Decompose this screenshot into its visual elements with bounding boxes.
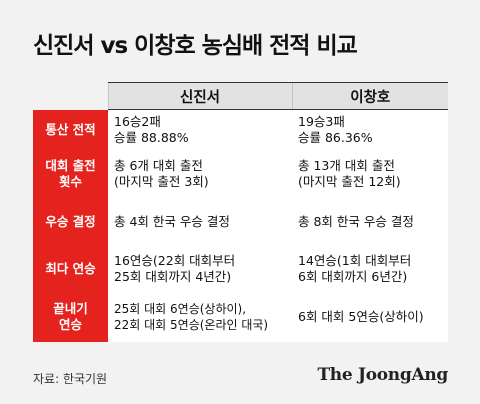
cell-shin: 총 4회 한국 우승 결정 xyxy=(108,198,292,245)
table-header-row: 신진서 이창호 xyxy=(33,82,448,110)
header-blank xyxy=(33,82,108,110)
cell-lee: 14연승(1회 대회부터 6회 대회까지 6년간) xyxy=(292,244,448,293)
cell-line: (마지막 출전 3회) xyxy=(114,174,209,189)
table-row: 끝내기 연승 25회 대회 6연승(상하이), 22회 대회 5연승(온라인 대… xyxy=(33,292,448,342)
cell-line: 승률 88.88% xyxy=(114,129,189,145)
cell-line: 총 13개 대회 출전 xyxy=(298,158,395,173)
table-row: 통산 전적 16승2패 승률 88.88% 19승3패 승률 86.36% xyxy=(33,109,448,150)
header-lee: 이창호 xyxy=(291,82,448,110)
cell-line: 25회 대회까지 4년간) xyxy=(114,268,232,284)
row-label: 끝내기 연승 xyxy=(33,292,108,342)
cell-line: (마지막 출전 12회) xyxy=(298,174,401,189)
table-row: 대회 출전 횟수 총 6개 대회 출전 (마지막 출전 3회) 총 13개 대회… xyxy=(33,149,448,199)
cell-lee: 6회 대회 5연승(상하이) xyxy=(292,292,448,342)
cell-line: 25회 대회 6연승(상하이), xyxy=(114,302,247,316)
cell-lee: 19승3패 승률 86.36% xyxy=(292,109,448,150)
cell-line: 22회 대회 5연승(온라인 대국) xyxy=(114,318,269,332)
cell-line: 승률 86.36% xyxy=(298,129,373,145)
row-label: 최다 연승 xyxy=(33,244,108,293)
row-label-line: 연승 xyxy=(58,317,82,332)
cell-line: 14연승(1회 대회부터 xyxy=(298,252,412,268)
cell-line: 총 4회 한국 우승 결정 xyxy=(114,213,230,229)
row-label-line: 끝내기 xyxy=(53,301,88,316)
cell-shin: 총 6개 대회 출전 (마지막 출전 3회) xyxy=(108,149,292,199)
publisher-logo: The JoongAng xyxy=(317,365,448,385)
cell-lee: 총 8회 한국 우승 결정 xyxy=(292,198,448,245)
row-label: 통산 전적 xyxy=(33,109,108,150)
cell-shin: 25회 대회 6연승(상하이), 22회 대회 5연승(온라인 대국) xyxy=(108,292,292,342)
cell-line: 6회 대회 5연승(상하이) xyxy=(298,309,424,324)
cell-shin: 16연승(22회 대회부터 25회 대회까지 4년간) xyxy=(108,244,292,293)
cell-line: 6회 대회까지 6년간) xyxy=(298,268,408,284)
row-label: 우승 결정 xyxy=(33,198,108,245)
cell-line: 19승3패 xyxy=(298,113,345,129)
cell-line: 16연승(22회 대회부터 xyxy=(114,252,236,268)
cell-line: 16승2패 xyxy=(114,113,161,129)
table-row: 우승 결정 총 4회 한국 우승 결정 총 8회 한국 우승 결정 xyxy=(33,198,448,245)
table-row: 최다 연승 16연승(22회 대회부터 25회 대회까지 4년간) 14연승(1… xyxy=(33,244,448,293)
cell-shin: 16승2패 승률 88.88% xyxy=(108,109,292,150)
row-label-line: 횟수 xyxy=(58,174,82,189)
cell-line: 총 8회 한국 우승 결정 xyxy=(298,213,414,229)
cell-line: 총 6개 대회 출전 xyxy=(114,158,203,173)
cell-lee: 총 13개 대회 출전 (마지막 출전 12회) xyxy=(292,149,448,199)
page-title: 신진서 vs 이창호 농심배 전적 비교 xyxy=(33,33,358,59)
comparison-table: 신진서 이창호 통산 전적 16승2패 승률 88.88% 19승3패 승률 8… xyxy=(33,82,448,342)
header-shin: 신진서 xyxy=(107,82,292,110)
source-note: 자료: 한국기원 xyxy=(33,372,108,386)
row-label: 대회 출전 횟수 xyxy=(33,149,108,199)
row-label-line: 대회 출전 xyxy=(45,158,96,173)
